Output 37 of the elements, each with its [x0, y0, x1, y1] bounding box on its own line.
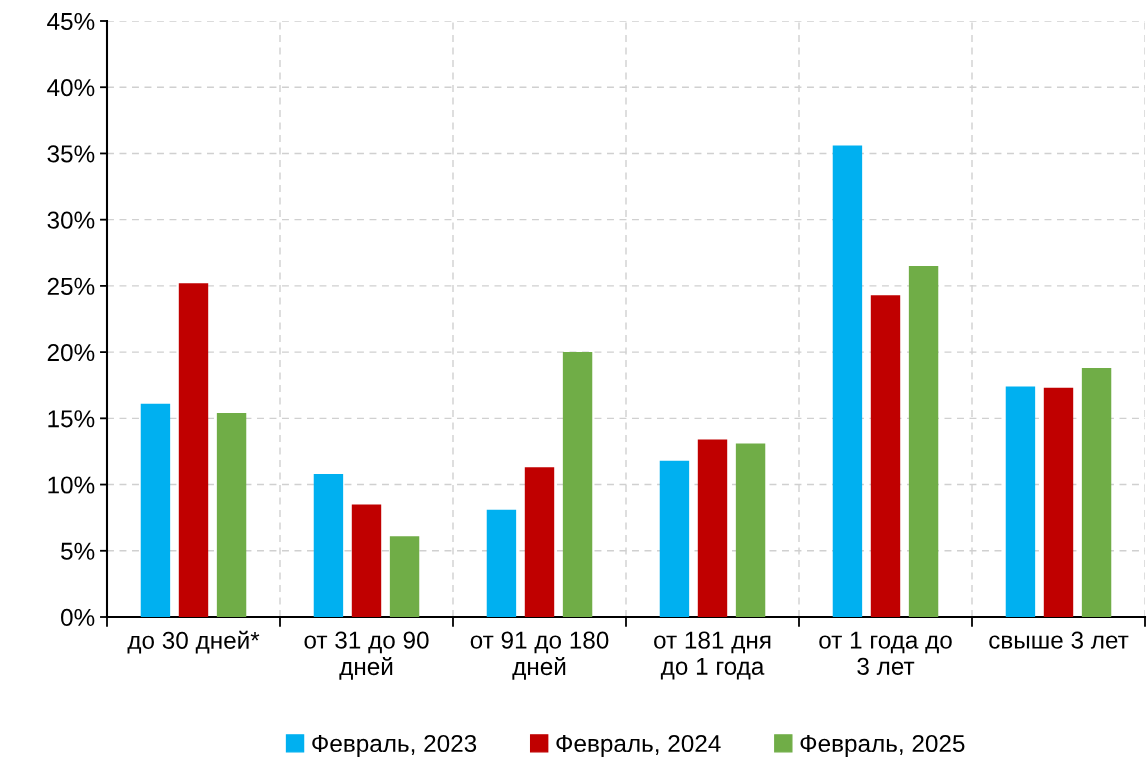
y-tick-label: 10% [48, 476, 95, 494]
y-tick-label: 35% [47, 145, 95, 163]
x-tick-label: от 91 до 180 дней [470, 631, 609, 680]
y-tick-label: 45% [47, 12, 95, 31]
bar [1081, 368, 1112, 617]
bar [1005, 386, 1036, 617]
bar [178, 283, 209, 617]
legend-label: Февраль, 2023 [312, 734, 477, 757]
bar [735, 443, 766, 617]
x-tick-label: от 31 до 90 дней [304, 631, 429, 680]
x-tick-label: до 30 дней* [127, 630, 260, 654]
bar [562, 352, 593, 617]
y-tick-label: 15% [48, 410, 95, 428]
y-tick-label: 20% [47, 343, 95, 362]
bar [524, 467, 555, 617]
x-tick-label: свыше 3 лет [989, 631, 1129, 649]
bar [140, 403, 171, 617]
bar [697, 439, 728, 617]
bar [313, 473, 344, 617]
bar [389, 536, 420, 617]
bar [1043, 387, 1074, 617]
y-tick-label: 0% [61, 608, 95, 627]
y-tick-label: 5% [61, 542, 95, 560]
bar [908, 266, 939, 617]
bar [351, 504, 382, 617]
x-tick-label: от 181 дня до 1 года [654, 631, 771, 680]
legend-label: Февраль, 2024 [556, 734, 721, 757]
bar [870, 295, 901, 617]
x-tick-label: от 1 года до 3 лет [819, 631, 952, 675]
y-tick-label: 40% [47, 79, 95, 97]
y-tick-label: 30% [47, 211, 95, 229]
bar [832, 145, 863, 617]
y-tick-label: 25% [47, 277, 95, 295]
bar [216, 413, 247, 617]
legend-label: Февраль, 2025 [800, 734, 965, 757]
bar [486, 509, 517, 617]
bar [659, 460, 690, 617]
